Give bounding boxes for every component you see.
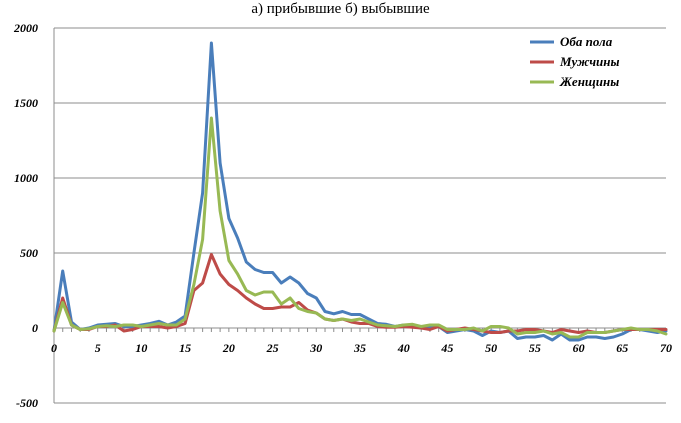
x-tick-label: 25 [266, 341, 279, 355]
y-tick-label: 1500 [14, 96, 38, 110]
series-line-2 [52, 116, 668, 339]
chart-title: а) прибывшие б) выбывшие [251, 1, 430, 17]
x-tick-label: 65 [616, 341, 628, 355]
y-axis: -500 0 500 1000 1500 2000 [13, 21, 55, 410]
legend: Оба пола Мужчины Женщины [530, 34, 620, 89]
y-tick-label: 1000 [14, 171, 38, 185]
x-tick-label: 5 [95, 341, 101, 355]
x-tick-label: 30 [309, 341, 322, 355]
y-tick-label: 0 [32, 321, 38, 335]
legend-label-1: Мужчины [559, 54, 620, 69]
x-tick-label: 45 [440, 341, 453, 355]
x-tick-label: 55 [529, 341, 541, 355]
x-tick-label: 0 [51, 341, 57, 355]
y-tick-label: 2000 [13, 21, 38, 35]
x-tick-label: 40 [397, 341, 410, 355]
x-tick-label: 70 [660, 341, 672, 355]
legend-label-2: Женщины [559, 74, 619, 89]
y-tick-label: -500 [16, 396, 38, 410]
x-tick-label: 35 [353, 341, 366, 355]
x-tick-label: 15 [179, 341, 191, 355]
x-tick-label: 10 [135, 341, 147, 355]
series-line-1 [52, 253, 668, 334]
x-tick-label: 50 [485, 341, 497, 355]
plot-area [54, 28, 666, 403]
x-tick-label: 20 [222, 341, 235, 355]
legend-label-0: Оба пола [560, 34, 613, 49]
series-line-0 [52, 41, 668, 342]
y-tick-label: 500 [20, 246, 38, 260]
x-tick-label: 60 [573, 341, 585, 355]
series-lines [52, 41, 668, 342]
